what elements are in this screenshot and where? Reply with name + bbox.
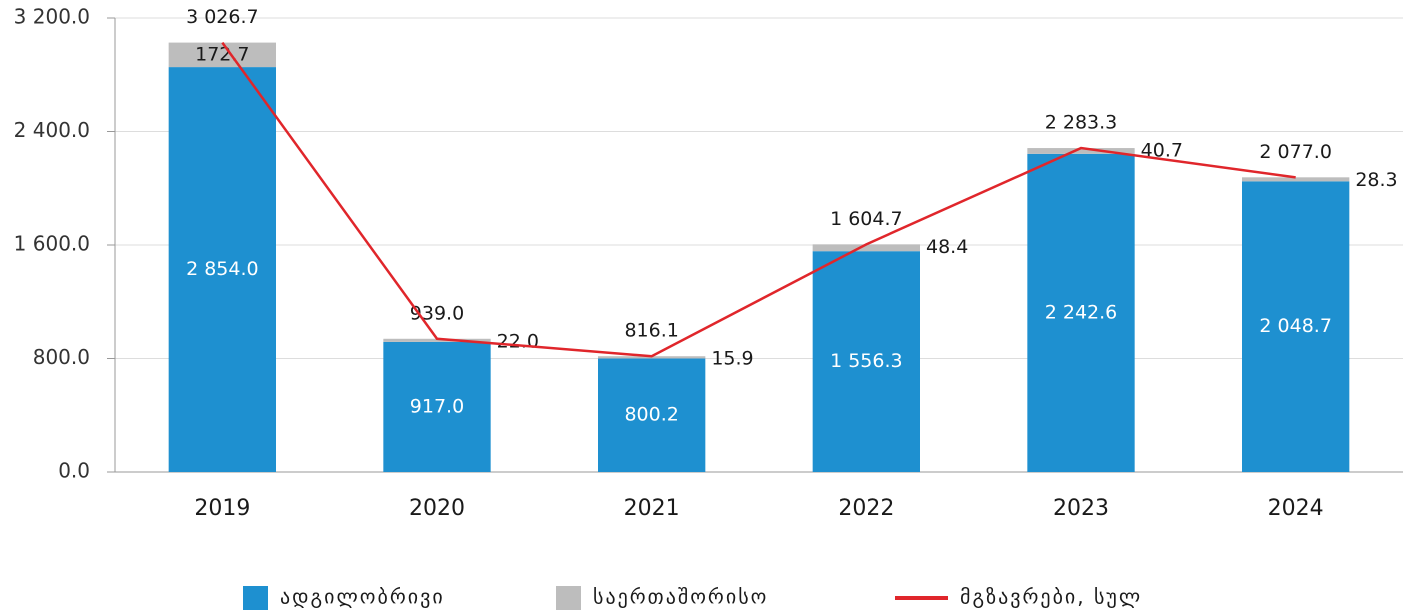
bar-label: 2 854.0 <box>186 258 259 280</box>
bar-segment <box>168 67 276 473</box>
y-tick-label: 3 200.0 <box>14 5 90 29</box>
bar-label: 2 242.6 <box>1045 301 1118 323</box>
legend-swatch <box>243 586 268 610</box>
y-tick-label: 0.0 <box>58 459 90 483</box>
bar-label: 800.2 <box>624 404 678 426</box>
bar-label: 40.7 <box>1141 140 1183 162</box>
x-tick-label: 2020 <box>409 496 465 521</box>
bar-segment <box>598 358 706 472</box>
bar-segment <box>1242 181 1350 472</box>
x-tick-label: 2024 <box>1268 496 1324 521</box>
bar-segment <box>812 251 920 472</box>
line-label: 2 077.0 <box>1259 141 1332 163</box>
bar-label: 48.4 <box>926 236 968 258</box>
x-tick-label: 2021 <box>624 496 680 521</box>
bar-segment <box>168 42 276 68</box>
bar-label: 1 556.3 <box>830 350 903 372</box>
bar-segment <box>1242 177 1350 182</box>
bar-label: 15.9 <box>711 348 753 370</box>
x-tick-label: 2022 <box>838 496 894 521</box>
bar-label: 917.0 <box>410 395 464 417</box>
bar-label: 28.3 <box>1355 169 1397 191</box>
bar-label: 22.0 <box>497 330 539 352</box>
legend-label: მგზავრები, სულ <box>960 585 1142 609</box>
legend-label: ადგილობრივი <box>280 585 445 609</box>
y-tick-label: 800.0 <box>33 345 90 369</box>
bar-label: 2 048.7 <box>1259 315 1332 337</box>
legend-swatch <box>556 586 581 610</box>
y-tick-label: 1 600.0 <box>14 232 90 256</box>
line-label: 3 026.7 <box>186 6 259 28</box>
line-label: 2 283.3 <box>1045 112 1118 134</box>
total-line <box>221 41 1296 358</box>
bar-label: 172.7 <box>195 43 249 65</box>
y-tick-label: 2 400.0 <box>14 118 90 142</box>
bar-segment <box>812 244 920 252</box>
x-tick-label: 2023 <box>1053 496 1109 521</box>
line-label: 1 604.7 <box>830 208 903 230</box>
bar-segment <box>383 341 491 472</box>
bar-segment <box>1027 153 1135 473</box>
bar-segment <box>1027 148 1135 154</box>
line-label: 816.1 <box>624 320 678 342</box>
bar-segment <box>383 338 491 342</box>
x-tick-label: 2019 <box>194 496 250 521</box>
legend-label: საერთაშორისო <box>593 585 768 609</box>
